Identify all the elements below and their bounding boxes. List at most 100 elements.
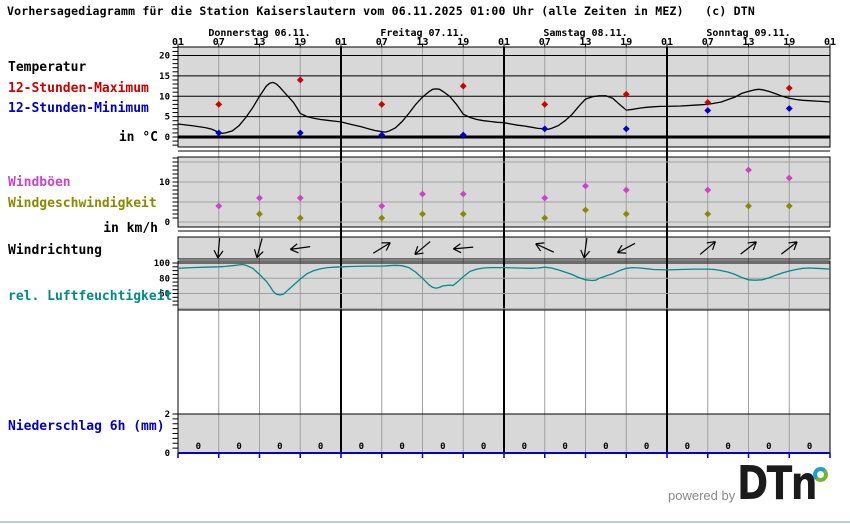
- hour-label: 01: [824, 37, 836, 48]
- precip-6h-value: 0: [318, 442, 323, 452]
- max12-marker: [622, 90, 630, 98]
- wind-direction-arrow: [699, 240, 716, 255]
- day-label: Samstag 08.11.: [543, 28, 627, 39]
- min12-marker: [296, 129, 304, 137]
- hour-label: 01: [498, 37, 510, 48]
- hour-label: 19: [294, 37, 306, 48]
- hour-label: 19: [783, 37, 795, 48]
- wind-ytick-label: 0: [165, 218, 170, 228]
- precip-6h-value: 0: [399, 442, 404, 452]
- temp-ytick-label: 10: [159, 92, 170, 102]
- wind-direction-arrow: [253, 238, 264, 259]
- precip-ytick-label: 0: [165, 449, 170, 459]
- min12-marker: [622, 125, 630, 133]
- hour-label: 01: [335, 37, 347, 48]
- hour-label: 07: [213, 37, 225, 48]
- precip-6h-value: 0: [725, 442, 730, 452]
- gust-marker: [215, 202, 223, 210]
- temperature-unit-label: in °C: [118, 130, 158, 145]
- hour-label: 07: [376, 37, 388, 48]
- min12-marker: [459, 131, 467, 139]
- min12-marker: [704, 107, 712, 114]
- precip-6h-value: 0: [766, 442, 771, 452]
- arrow-glyph: [452, 243, 474, 254]
- hour-label: 01: [661, 37, 673, 48]
- hour-label: 13: [579, 37, 591, 48]
- legend-wind-gusts: Windböen: [8, 175, 71, 190]
- dtn-logo: powered by DTn: [640, 458, 840, 518]
- max12-marker: [296, 76, 304, 84]
- hour-label: 01: [172, 37, 184, 48]
- precip-6h-value: 0: [644, 442, 649, 452]
- precip-6h-value: 0: [236, 442, 241, 452]
- temperature-curve: [177, 81, 831, 134]
- max12-marker: [459, 82, 467, 90]
- precip-6h-value: 0: [807, 442, 812, 452]
- temp-ytick-label: 0: [165, 133, 170, 143]
- wind-direction-arrow: [452, 243, 474, 254]
- gust-marker: [745, 166, 752, 174]
- day-label: Freitag 07.11.: [380, 27, 464, 39]
- gust-marker: [785, 174, 793, 182]
- dtn-logo-dot-icon: [813, 467, 828, 482]
- legend-wind-direction: Windrichtung: [8, 243, 102, 258]
- hour-label: 19: [457, 37, 469, 48]
- gust-marker: [459, 190, 467, 198]
- precip-6h-value: 0: [440, 442, 445, 452]
- max12-marker: [704, 98, 712, 106]
- precip-6h-value: 0: [522, 442, 527, 452]
- wind-speed-marker: [378, 214, 386, 222]
- wind-speed-marker: [459, 210, 467, 218]
- precip-6h-value: 0: [196, 442, 201, 452]
- wind-direction-arrow: [740, 241, 757, 255]
- wind-direction-arrow: [616, 242, 636, 254]
- dtn-logo-dot-hole: [817, 471, 824, 478]
- arrow-glyph: [535, 242, 555, 253]
- hour-label: 13: [742, 37, 754, 48]
- wind-speed-marker: [622, 210, 630, 218]
- wind-panel-border: [177, 156, 831, 228]
- legend-temperature: Temperatur: [8, 60, 87, 75]
- humidity-curve: [177, 263, 831, 296]
- arrow-glyph: [580, 238, 591, 259]
- precip-ytick-label: 2: [165, 410, 170, 420]
- legend-12h-maximum: 12-Stunden-Maximum: [8, 81, 149, 96]
- bottom-divider: [0, 521, 850, 523]
- precip-6h-value: 0: [562, 442, 567, 452]
- min12-marker: [541, 125, 549, 133]
- gust-marker: [256, 194, 263, 202]
- gust-marker: [622, 186, 630, 194]
- hour-label: 13: [416, 37, 428, 48]
- wind-direction-arrow: [535, 242, 555, 253]
- legend-wind-speed: Windgeschwindigkeit: [8, 196, 157, 211]
- max12-marker: [378, 101, 386, 108]
- arrow-glyph: [699, 240, 716, 255]
- wind-speed-marker: [582, 206, 589, 214]
- legend-12h-minimum: 12-Stunden-Minimum: [8, 101, 149, 116]
- precip-6h-value: 0: [685, 442, 690, 452]
- powered-by-text: powered by: [668, 488, 736, 503]
- wind-speed-marker: [541, 214, 549, 222]
- max12-marker: [541, 101, 549, 108]
- max12-marker: [785, 84, 793, 92]
- hour-label: 07: [539, 37, 551, 48]
- wind-speed-marker: [296, 214, 304, 222]
- wind-speed-marker: [704, 210, 712, 218]
- arrow-glyph: [616, 242, 636, 254]
- dtn-wordmark: DTn: [737, 456, 818, 510]
- max12-marker: [215, 101, 223, 108]
- wind-speed-marker: [785, 202, 793, 210]
- wind-direction-arrow: [213, 237, 224, 259]
- min12-marker: [215, 129, 223, 137]
- precip-6h-value: 0: [277, 442, 282, 452]
- wind-direction-panel-border: [177, 236, 831, 260]
- gust-marker: [541, 194, 549, 202]
- wind-speed-marker: [419, 210, 426, 218]
- gust-marker: [378, 202, 386, 210]
- wind-direction-arrow: [372, 242, 391, 254]
- day-label: Donnerstag 06.11.: [208, 28, 310, 39]
- precip-6h-value: 0: [603, 442, 608, 452]
- wind-unit-label: in km/h: [103, 221, 158, 236]
- gust-marker: [296, 194, 304, 202]
